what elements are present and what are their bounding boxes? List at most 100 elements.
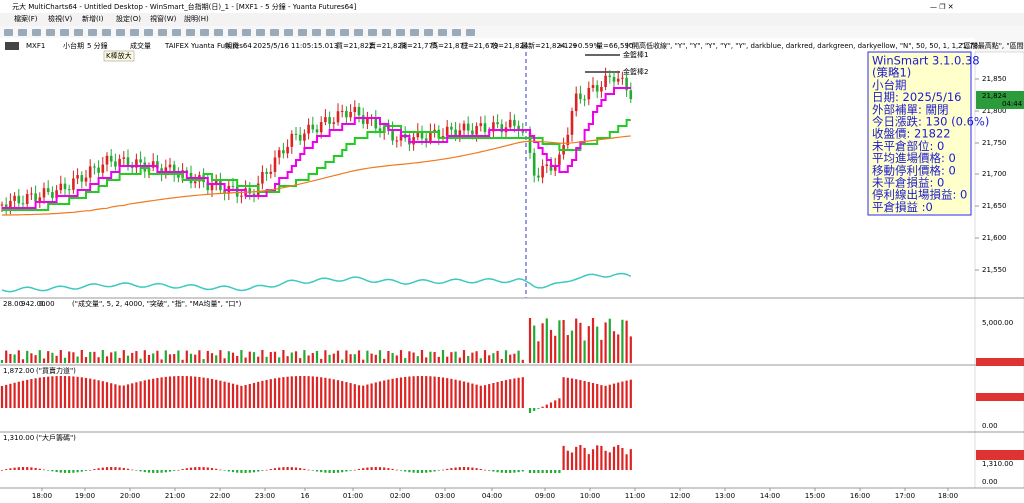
menu-item[interactable]: 視窗(W) xyxy=(150,14,177,23)
toolbar-icon[interactable] xyxy=(312,29,321,36)
pane-bar xyxy=(521,377,524,408)
toolbar-icon[interactable] xyxy=(130,29,139,36)
toolbar-icon[interactable] xyxy=(424,29,433,36)
pane-bar xyxy=(160,359,163,363)
toolbar-icon[interactable] xyxy=(256,29,265,36)
candle xyxy=(21,203,25,205)
menu-item[interactable]: 新增(I) xyxy=(82,14,104,23)
pane-bar xyxy=(13,467,16,470)
toolbar-icon[interactable] xyxy=(410,29,419,36)
pane-bar xyxy=(257,356,260,363)
toolbar-icon[interactable] xyxy=(396,29,405,36)
candle xyxy=(361,115,365,124)
pane-bar xyxy=(366,350,369,363)
toolbar-icon[interactable] xyxy=(214,29,223,36)
pane-bar xyxy=(404,470,407,472)
candle xyxy=(345,110,348,118)
toolbar-icon[interactable] xyxy=(438,29,447,36)
menu-item[interactable]: 檔案(F) xyxy=(14,14,38,23)
pane-bar xyxy=(625,320,628,363)
pane-bar xyxy=(496,470,499,473)
pane-bar xyxy=(265,356,268,363)
toolbar-icon[interactable] xyxy=(200,29,209,36)
pane-bar xyxy=(5,350,8,363)
pane-bar xyxy=(311,376,314,408)
status-item: 開=21,775 xyxy=(400,42,437,50)
pane-bar xyxy=(160,470,163,473)
toolbar-icon[interactable] xyxy=(368,29,377,36)
toolbar-icon[interactable] xyxy=(144,29,153,36)
pane-bar xyxy=(206,378,209,408)
pane-bar xyxy=(223,470,226,471)
candle xyxy=(587,87,591,100)
info-line: 收盤價: 21822 xyxy=(872,127,951,141)
pane-bar xyxy=(236,470,239,473)
toolbar-icon[interactable] xyxy=(452,29,461,36)
pane-bar xyxy=(42,358,46,363)
toolbar-icon[interactable] xyxy=(18,29,27,36)
candle xyxy=(80,175,84,182)
candle xyxy=(139,159,142,163)
toolbar-icon[interactable] xyxy=(116,29,125,36)
pane-bar xyxy=(509,354,512,363)
oscillator-line xyxy=(1,272,632,293)
pane-bar xyxy=(156,470,159,473)
candle xyxy=(349,111,352,118)
toolbar-icon[interactable] xyxy=(326,29,335,36)
pane-bar xyxy=(429,351,432,363)
chart-type[interactable]: 成交量 xyxy=(130,41,151,50)
toolbar-icon[interactable] xyxy=(60,29,69,36)
menu-item[interactable]: 設定(O) xyxy=(116,14,141,23)
menu-item[interactable]: 說明(H) xyxy=(184,14,209,23)
candle xyxy=(395,140,399,142)
pane-bar xyxy=(454,379,457,408)
pane-bar xyxy=(173,470,176,471)
pane-bar xyxy=(320,470,323,473)
pane-bar xyxy=(437,356,440,363)
pane-bar xyxy=(105,356,109,363)
toolbar-icon[interactable] xyxy=(32,29,41,36)
pane-bar xyxy=(273,378,277,408)
pane-bar xyxy=(21,359,25,363)
pane-bar xyxy=(345,382,348,408)
pane-bar xyxy=(21,380,25,408)
toolbar-icon[interactable] xyxy=(158,29,167,36)
pane-bar xyxy=(294,351,298,363)
interval[interactable]: 5 分鐘 xyxy=(87,41,108,50)
toolbar-icon[interactable] xyxy=(172,29,181,36)
toolbar-icon[interactable] xyxy=(88,29,97,36)
toolbar-icon[interactable] xyxy=(242,29,251,36)
toolbar-icon[interactable] xyxy=(46,29,55,36)
pane-bar xyxy=(533,408,536,411)
toolbar-icon[interactable] xyxy=(102,29,111,36)
pane-value: 942.00 xyxy=(21,300,46,308)
info-line: 未平倉損益: 0 xyxy=(872,176,944,190)
candle xyxy=(466,123,470,131)
pane-bar xyxy=(114,467,117,470)
pane-bar xyxy=(168,376,172,408)
pane-bar xyxy=(583,447,586,470)
toolbar-icon[interactable] xyxy=(340,29,349,36)
pane-bar xyxy=(231,470,235,473)
price-label: 21,800 xyxy=(982,107,1007,115)
candle xyxy=(508,119,512,128)
pane-bar xyxy=(135,351,138,363)
toolbar-icon[interactable] xyxy=(4,29,13,36)
pane-bar xyxy=(562,377,565,408)
toolbar-icon[interactable] xyxy=(186,29,195,36)
candle xyxy=(265,172,268,174)
menu-item[interactable]: 檢視(V) xyxy=(48,14,73,23)
toolbar-icon[interactable] xyxy=(228,29,237,36)
toolbar-icon[interactable] xyxy=(284,29,293,36)
toolbar-icon[interactable] xyxy=(466,29,475,36)
pane-bar xyxy=(462,381,466,408)
toolbar-icon[interactable] xyxy=(298,29,307,36)
candle xyxy=(454,129,457,137)
toolbar-icon[interactable] xyxy=(382,29,391,36)
toolbar-icon[interactable] xyxy=(270,29,279,36)
pane-bar xyxy=(558,398,561,408)
window-controls[interactable]: — ❐ ✕ xyxy=(930,3,954,11)
pane-bar xyxy=(612,446,616,470)
toolbar-icon[interactable] xyxy=(74,29,83,36)
toolbar-icon[interactable] xyxy=(354,29,363,36)
